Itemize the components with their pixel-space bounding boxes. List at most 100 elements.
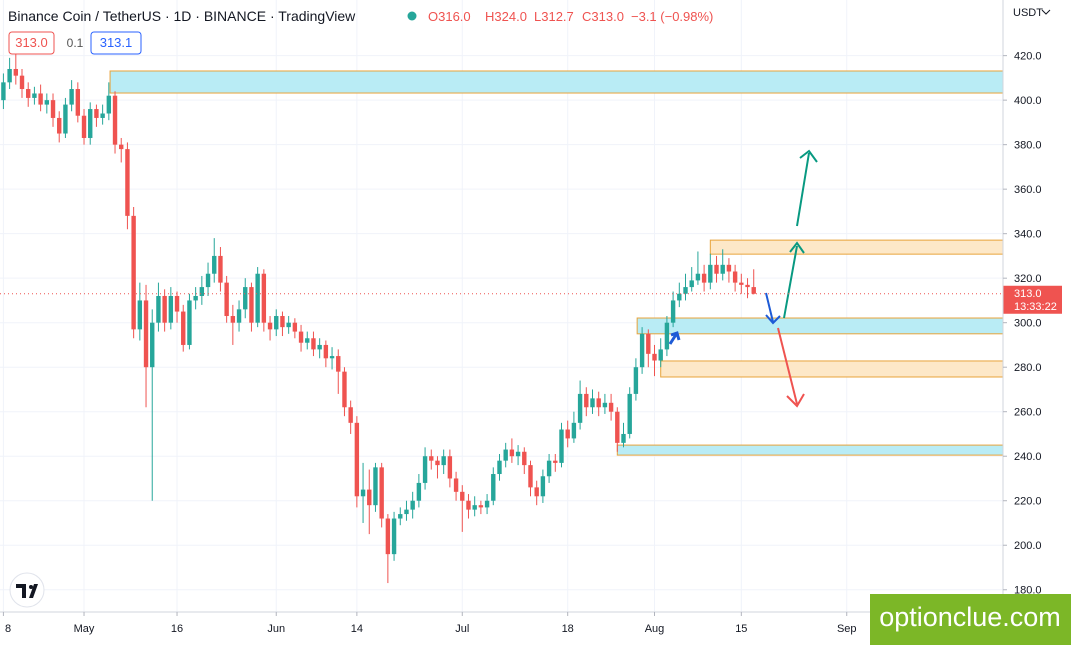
x-tick-label: 8 (5, 623, 11, 635)
candle-body (274, 316, 279, 330)
candle-body (571, 422, 577, 439)
zone (616, 444, 1004, 456)
watermark: optionclue.com (870, 594, 1071, 645)
candle-body (503, 449, 508, 461)
y-tick-label: 360.0 (1014, 184, 1042, 196)
candle-body (422, 456, 428, 483)
candle-body (398, 514, 403, 519)
candle-body (751, 287, 756, 294)
chevron (1041, 9, 1051, 15)
candle-body (131, 215, 136, 330)
candle-body (627, 393, 632, 434)
candle-body (726, 264, 732, 272)
candle-body (608, 402, 614, 412)
candle-body (515, 451, 521, 457)
candle-body (379, 467, 384, 519)
ohlc: −3.1 (−0.98%) (631, 9, 713, 24)
candle-body (410, 500, 415, 510)
candle-body (119, 144, 124, 150)
candle-body (441, 456, 446, 466)
x-tick-label: Aug (645, 623, 665, 635)
candle-body (100, 113, 105, 118)
arrow-up (783, 241, 805, 319)
candle-body (373, 467, 378, 506)
candle-body (720, 264, 725, 274)
candle-body (305, 338, 310, 343)
candle-body (360, 489, 366, 497)
candle-body (230, 316, 236, 323)
candle-body (329, 356, 335, 359)
bid: 313.0 (15, 35, 48, 50)
grid (0, 0, 1003, 612)
candle-body (522, 451, 527, 466)
candle-body (602, 402, 608, 408)
candle-body (559, 429, 564, 463)
candle-body (218, 255, 223, 283)
zone (660, 360, 1004, 378)
candle-body (317, 344, 322, 350)
candle-body (745, 284, 750, 288)
candle-body (205, 273, 211, 288)
candle-body (181, 311, 186, 345)
candle-body (652, 353, 657, 361)
bid-box[interactable] (8, 31, 55, 55)
arrow-down (777, 327, 805, 408)
candle-body (739, 282, 744, 285)
candle-body (460, 491, 465, 501)
x-tick-label: 15 (735, 623, 747, 635)
candle-body (478, 505, 484, 508)
candle-body (7, 68, 12, 83)
candle-body (193, 295, 198, 301)
y-tick-label: 240.0 (1014, 451, 1042, 463)
candles (1, 53, 756, 584)
arrows (668, 149, 818, 408)
x-tick-label: 18 (562, 623, 574, 635)
candle-body (143, 300, 149, 368)
countdown: 13:33:22 (1014, 301, 1057, 313)
candle-body (714, 264, 719, 274)
candle-body (670, 300, 676, 323)
currency[interactable]: USDT (1013, 7, 1043, 19)
candle-body (44, 100, 50, 105)
candle-body (1, 82, 6, 101)
x-tick-label: Jun (267, 623, 285, 635)
arrow-down (765, 292, 781, 325)
ask-box[interactable] (90, 31, 142, 55)
candle-body (112, 95, 118, 145)
last-price-label: 313.0 (1014, 288, 1042, 300)
y-tick-label: 280.0 (1014, 362, 1042, 374)
candle-body (565, 429, 570, 439)
candle-body (57, 117, 62, 134)
candle-body (292, 322, 298, 332)
logo-mark (16, 584, 38, 598)
ask: 313.1 (100, 35, 133, 50)
candle-body (540, 476, 546, 497)
candle-body (125, 149, 130, 216)
candle-body (447, 456, 453, 479)
candle-body (88, 109, 93, 138)
candle-body (621, 433, 626, 443)
candle-body (577, 393, 583, 423)
candle-body (385, 518, 391, 555)
candle-body (484, 500, 490, 508)
candle-body (298, 331, 304, 343)
candle-body (168, 295, 174, 323)
candle-body (261, 273, 267, 323)
candle-body (677, 293, 682, 301)
tv-logo (9, 572, 45, 608)
zone (109, 70, 1004, 94)
y-tick-label: 300.0 (1014, 318, 1042, 330)
candle-body (236, 309, 242, 323)
y-tick-label: 400.0 (1014, 95, 1042, 107)
candle-body (187, 300, 192, 345)
candle-body (323, 344, 329, 359)
arrow-small (668, 331, 681, 345)
candle-body (162, 295, 167, 323)
logo-dot (29, 585, 33, 589)
candle-body (249, 287, 254, 323)
candle-body (199, 287, 205, 296)
candle-body (453, 478, 459, 492)
logo-circle (9, 572, 45, 608)
candle-body (590, 398, 595, 408)
